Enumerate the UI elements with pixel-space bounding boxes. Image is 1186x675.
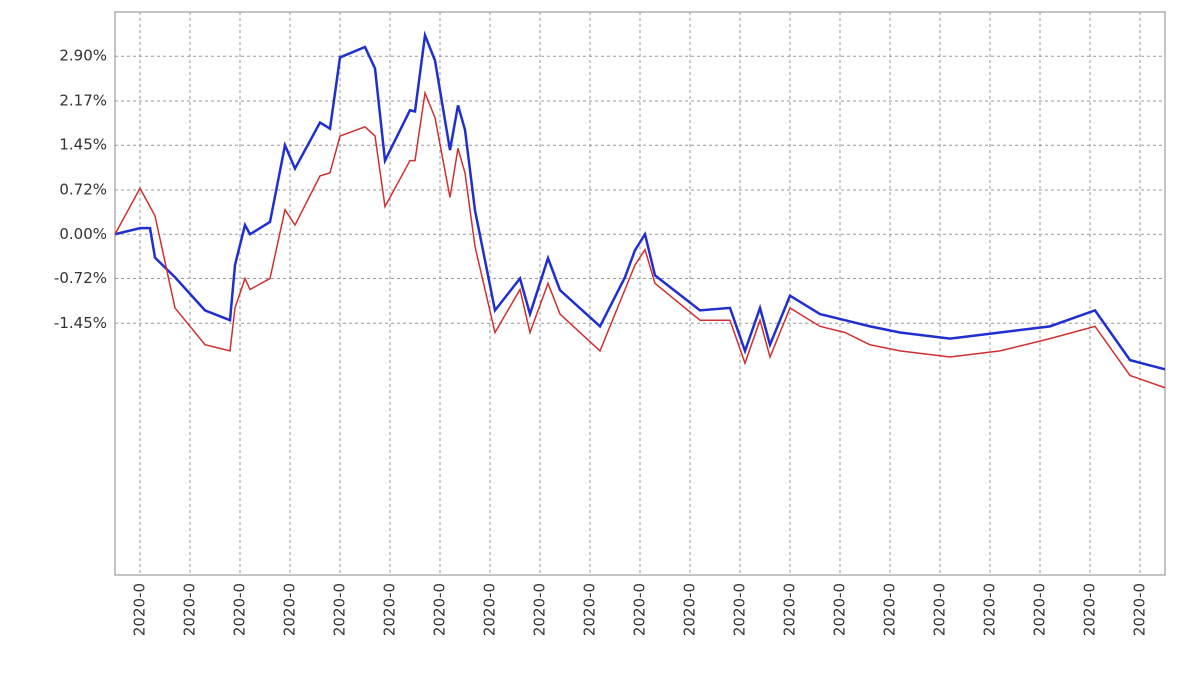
x-tick-label: 2020-0 (581, 583, 599, 636)
x-tick-label: 2020-0 (281, 583, 299, 636)
x-tick-label: 2020-0 (1131, 583, 1149, 636)
y-tick-label: 1.45% (59, 136, 107, 154)
x-tick-label: 2020-0 (431, 583, 449, 636)
x-tick-label: 2020-0 (481, 583, 499, 636)
data-line (114, 90, 1166, 389)
x-tick-label: 2020-0 (781, 583, 799, 636)
y-tick-label: 0.00% (59, 225, 107, 243)
y-tick-label: 2.90% (59, 47, 107, 65)
y-tick-label: 0.72% (59, 181, 107, 199)
x-tick-label: 2020-0 (631, 583, 649, 636)
x-tick-label: 2020-0 (681, 583, 699, 636)
x-tick-label: 2020-0 (231, 583, 249, 636)
x-tick-label: 2020-0 (531, 583, 549, 636)
x-tick-label: 2020-0 (981, 583, 999, 636)
x-tick-label: 2020-0 (731, 583, 749, 636)
x-tick-label: 2020-0 (181, 583, 199, 636)
x-tick-label: 2020-0 (931, 583, 949, 636)
x-tick-label: 2020-0 (331, 583, 349, 636)
x-tick-label: 2020-0 (131, 583, 149, 636)
y-tick-label: -1.45% (54, 314, 107, 332)
x-tick-label: 2020-0 (881, 583, 899, 636)
x-tick-label: 2020-0 (381, 583, 399, 636)
x-tick-label: 2020-0 (1081, 583, 1099, 636)
x-tick-label: 2020-0 (831, 583, 849, 636)
y-tick-label: -0.72% (54, 269, 107, 287)
x-tick-label: 2020-0 (1031, 583, 1049, 636)
data-line (114, 30, 1166, 371)
y-tick-label: 2.17% (59, 92, 107, 110)
